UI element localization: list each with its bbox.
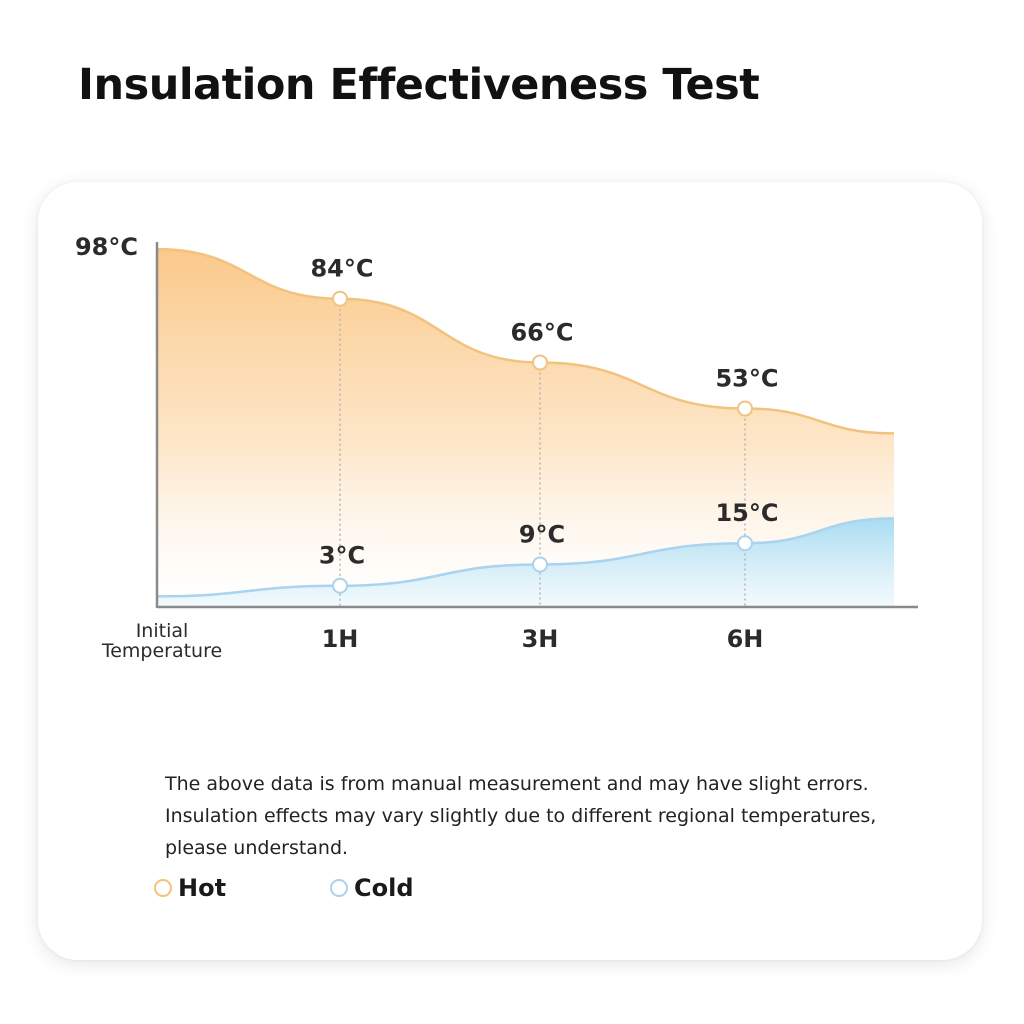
cold-point-1 bbox=[332, 577, 348, 594]
x-tick-label: 3H bbox=[522, 625, 559, 653]
page-title: Insulation Effectiveness Test bbox=[78, 60, 760, 110]
hot-point-1 bbox=[332, 290, 348, 307]
disclaimer-line-2: Insulation effects may vary slightly due… bbox=[165, 805, 877, 827]
x-tick-label: 6H bbox=[727, 625, 764, 653]
cold-point-3 bbox=[737, 535, 753, 552]
hot-value-label: 66°C bbox=[510, 318, 573, 346]
y-axis-max-label: 98°C bbox=[75, 233, 138, 261]
hot-point-3 bbox=[737, 400, 753, 417]
cold-value-label: 15°C bbox=[715, 499, 778, 527]
cold-value-label: 3°C bbox=[319, 542, 365, 570]
cold-point-2 bbox=[532, 556, 548, 573]
chart-card: 98°C 84°C 66°C 53°C 3°C 9°C 15°C Initial Tempera… bbox=[38, 182, 982, 960]
disclaimer-line-1: The above data is from manual measuremen… bbox=[165, 773, 869, 795]
legend-label-hot: Hot bbox=[178, 874, 227, 902]
hot-circle-icon bbox=[154, 879, 172, 897]
series-area-hot bbox=[157, 249, 894, 607]
hot-value-label: 53°C bbox=[715, 365, 778, 393]
cold-circle-icon bbox=[330, 879, 348, 897]
temperature-chart: 98°C 84°C 66°C 53°C 3°C 9°C 15°C Initial Tempera… bbox=[75, 233, 918, 662]
legend-label-cold: Cold bbox=[354, 874, 414, 902]
disclaimer-notes: The above data is from manual measuremen… bbox=[165, 768, 885, 864]
series-line-hot bbox=[156, 247, 895, 435]
disclaimer-line-3: please understand. bbox=[165, 837, 349, 859]
series-area-cold bbox=[157, 518, 894, 607]
x-tick-label: 1H bbox=[322, 625, 359, 653]
hot-point-2 bbox=[532, 354, 548, 371]
x-tick-label: Initial Temperature bbox=[101, 620, 222, 662]
legend-item-cold: Cold bbox=[330, 874, 414, 902]
cold-value-label: 9°C bbox=[519, 520, 565, 548]
legend-item-hot: Hot bbox=[154, 874, 226, 902]
hot-value-label: 84°C bbox=[310, 255, 373, 283]
